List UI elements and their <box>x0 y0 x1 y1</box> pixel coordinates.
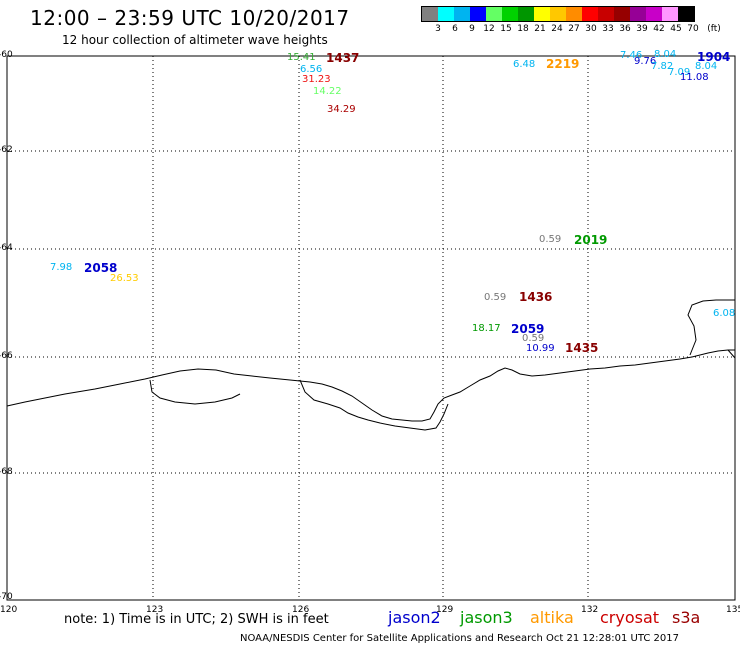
lat-tick-label: -64 <box>0 243 13 253</box>
coastline-east <box>687 299 736 359</box>
pass-time-label: 2059 <box>511 322 545 336</box>
lat-tick-label: -68 <box>0 467 13 477</box>
satellite-legend-jason2: jason2 <box>388 608 441 627</box>
credits-footer: NOAA/NESDIS Center for Satellite Applica… <box>240 633 679 644</box>
legend-label: 70 <box>687 24 699 34</box>
legend-labels: 3 6 9 12 15 18 21 24 27 30 33 36 39 42 45 70 (ft) <box>421 22 721 34</box>
satellite-legend-jason3: jason3 <box>460 608 513 627</box>
pass-time-label: 1436 <box>519 290 553 304</box>
wave-height-label: 9.76 <box>634 56 657 67</box>
legend-label: 30 <box>585 24 597 34</box>
wave-height-label: 6.56 <box>300 64 323 75</box>
legend-label: 12 <box>483 24 495 34</box>
legend-swatch <box>502 7 518 21</box>
wave-height-label: 7.09 <box>668 67 691 78</box>
wave-height-label: 10.99 <box>526 343 555 354</box>
coastline-bay <box>149 379 241 405</box>
lon-tick-label: 135 <box>726 605 740 615</box>
legend-label: 18 <box>517 24 529 34</box>
wave-height-label: 7.46 <box>620 50 643 61</box>
lat-tick-label: -66 <box>0 351 13 361</box>
footnote: note: 1) Time is in UTC; 2) SWH is in fe… <box>64 612 329 627</box>
legend-label: 36 <box>619 24 631 34</box>
lat-tick-label: -70 <box>0 592 13 602</box>
legend-swatch <box>566 7 582 21</box>
lat-tick-label: -62 <box>0 145 13 155</box>
legend-swatch <box>422 7 438 21</box>
lon-tick-label: 126 <box>292 605 310 615</box>
gridlines <box>7 56 735 600</box>
legend-label: 15 <box>500 24 512 34</box>
lon-tick-label: 123 <box>146 605 164 615</box>
legend-swatch <box>582 7 598 21</box>
wave-height-label: 14.22 <box>313 86 342 97</box>
pass-time-label: 2219 <box>546 57 580 71</box>
wave-height-label: 8.04 <box>695 61 718 72</box>
wave-height-label: 7.82 <box>651 61 674 72</box>
legend-label: 24 <box>551 24 563 34</box>
lon-tick-label: 129 <box>436 605 454 615</box>
legend-swatch <box>662 7 678 21</box>
wave-height-label: 6.48 <box>513 59 536 70</box>
pass-time-label: 2019 <box>574 233 608 247</box>
legend-swatch <box>454 7 470 21</box>
legend-swatch <box>534 7 550 21</box>
legend-label: 3 <box>435 24 441 34</box>
wave-height-label: 0.59 <box>539 234 562 245</box>
wave-height-label: 11.08 <box>680 72 709 83</box>
wave-height-label: 26.53 <box>110 273 139 284</box>
legend-label: 21 <box>534 24 546 34</box>
map-frame <box>6 55 736 601</box>
pass-time-label: 1437 <box>326 51 360 65</box>
lat-tick-label: -60 <box>0 50 13 60</box>
legend-swatch <box>614 7 630 21</box>
wave-height-label: 7.98 <box>50 262 73 273</box>
wave-height-label: 8.04 <box>654 49 677 60</box>
pass-time-label: 1904 <box>697 50 731 64</box>
legend-swatch <box>646 7 662 21</box>
legend-swatch <box>678 7 694 21</box>
legend-swatches <box>421 6 695 22</box>
legend-label: 45 <box>670 24 682 34</box>
legend-swatch <box>486 7 502 21</box>
wave-height-label: 31.23 <box>302 74 331 85</box>
pass-time-label: 2058 <box>84 261 118 275</box>
legend-label: 9 <box>469 24 475 34</box>
satellite-legend-altika: altika <box>530 608 574 627</box>
legend-label: 27 <box>568 24 580 34</box>
satellite-legend-s3a: s3a <box>672 608 701 627</box>
legend-label: 39 <box>636 24 648 34</box>
satellite-legend-cryosat: cryosat <box>600 608 660 627</box>
legend-swatch <box>470 7 486 21</box>
legend-label: 33 <box>602 24 614 34</box>
legend-swatch <box>550 7 566 21</box>
legend-swatch <box>598 7 614 21</box>
wave-height-label: 0.59 <box>522 333 545 344</box>
legend-label: 42 <box>653 24 665 34</box>
wave-height-label: 34.29 <box>327 104 356 115</box>
coastline-inlet <box>299 379 449 431</box>
legend-swatch <box>518 7 534 21</box>
wave-height-label: 18.17 <box>472 323 501 334</box>
color-legend: 3 6 9 12 15 18 21 24 27 30 33 36 39 42 45 70 (ft) <box>421 6 721 34</box>
page-subtitle: 12 hour collection of altimeter wave hei… <box>62 33 328 47</box>
page-title: 12:00 – 23:59 UTC 10/20/2017 <box>30 6 350 30</box>
legend-unit: (ft) <box>707 24 721 34</box>
wave-height-label: 6.08 <box>713 308 736 319</box>
lon-tick-label: 120 <box>0 605 18 615</box>
legend-label: 6 <box>452 24 458 34</box>
wave-height-label: 15.41 <box>287 52 316 63</box>
coastline <box>6 349 735 422</box>
wave-height-label: 0.59 <box>484 292 507 303</box>
lon-tick-label: 132 <box>581 605 599 615</box>
pass-time-label: 1435 <box>565 341 599 355</box>
legend-swatch <box>438 7 454 21</box>
legend-swatch <box>630 7 646 21</box>
